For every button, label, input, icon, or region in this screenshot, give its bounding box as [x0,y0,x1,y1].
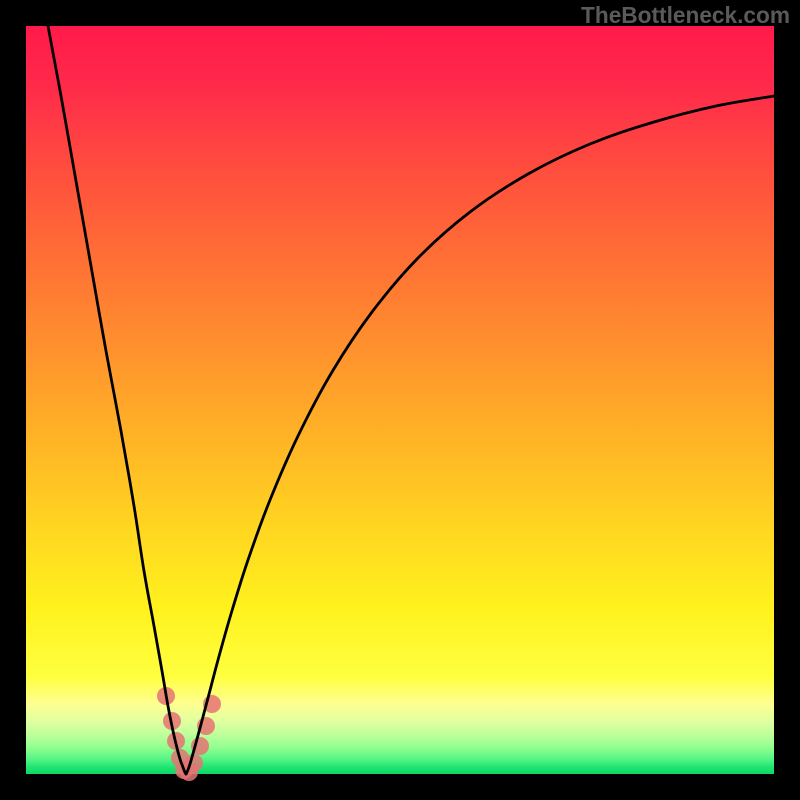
curve-layer [26,26,774,774]
curve-right-branch [186,96,774,774]
curve-left-branch [48,26,186,774]
chart-frame: TheBottleneck.com [0,0,800,800]
plot-area [26,26,774,774]
watermark-text: TheBottleneck.com [581,2,790,29]
